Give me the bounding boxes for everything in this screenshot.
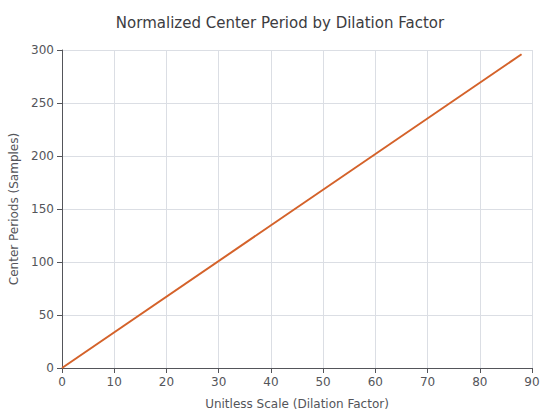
- svg-text:0: 0: [46, 361, 54, 375]
- svg-text:Center Periods (Samples): Center Periods (Samples): [7, 133, 21, 285]
- svg-text:0: 0: [58, 375, 66, 389]
- svg-text:50: 50: [39, 308, 54, 322]
- svg-text:50: 50: [315, 375, 330, 389]
- svg-text:20: 20: [159, 375, 174, 389]
- svg-text:Unitless Scale (Dilation Facto: Unitless Scale (Dilation Factor): [205, 397, 389, 411]
- svg-text:150: 150: [31, 202, 54, 216]
- svg-text:300: 300: [31, 43, 54, 57]
- svg-text:250: 250: [31, 96, 54, 110]
- svg-text:80: 80: [472, 375, 487, 389]
- svg-text:90: 90: [524, 375, 539, 389]
- svg-text:60: 60: [368, 375, 383, 389]
- svg-text:70: 70: [420, 375, 435, 389]
- svg-text:200: 200: [31, 149, 54, 163]
- svg-text:40: 40: [263, 375, 278, 389]
- svg-text:100: 100: [31, 255, 54, 269]
- svg-text:Normalized Center Period by Di: Normalized Center Period by Dilation Fac…: [116, 14, 445, 32]
- svg-text:30: 30: [211, 375, 226, 389]
- svg-text:10: 10: [107, 375, 122, 389]
